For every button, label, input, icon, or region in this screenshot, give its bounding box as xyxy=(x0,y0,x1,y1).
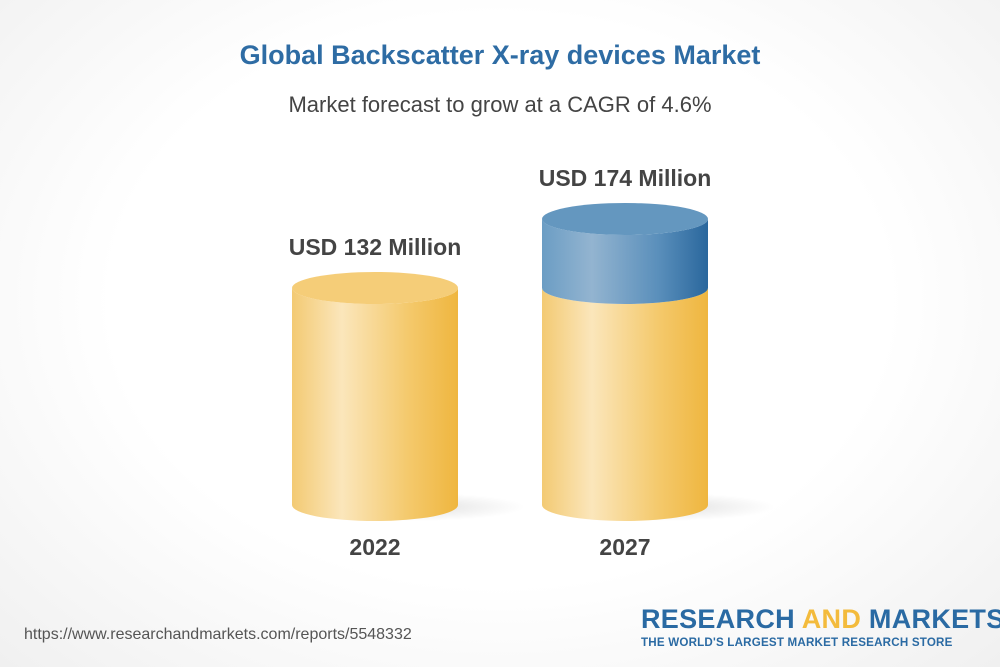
cylinder-growth-2027 xyxy=(542,218,708,304)
cylinder-top-2027 xyxy=(542,202,708,235)
source-url[interactable]: https://www.researchandmarkets.com/repor… xyxy=(24,626,412,643)
category-label: 2027 xyxy=(599,534,650,560)
cylinder-base-2027 xyxy=(542,288,708,521)
chart-title: Global Backscatter X-ray devices Market xyxy=(239,40,761,70)
cylinder-base-2022 xyxy=(292,288,458,521)
logo-tagline: THE WORLD'S LARGEST MARKET RESEARCH STOR… xyxy=(641,636,953,649)
chart-subtitle: Market forecast to grow at a CAGR of 4.6… xyxy=(288,92,712,117)
logo-word-markets: MARKETS xyxy=(861,604,1000,634)
data-label: USD 174 Million xyxy=(539,165,712,191)
data-label: USD 132 Million xyxy=(289,234,462,260)
logo-word-research: RESEARCH xyxy=(641,604,802,634)
category-label: 2022 xyxy=(349,534,400,560)
logo-word-and: AND xyxy=(801,604,862,634)
research-and-markets-logo: RESEARCH AND MARKETS THE WORLD'S LARGEST… xyxy=(641,604,1000,649)
cylinder-top-2022 xyxy=(292,272,458,304)
